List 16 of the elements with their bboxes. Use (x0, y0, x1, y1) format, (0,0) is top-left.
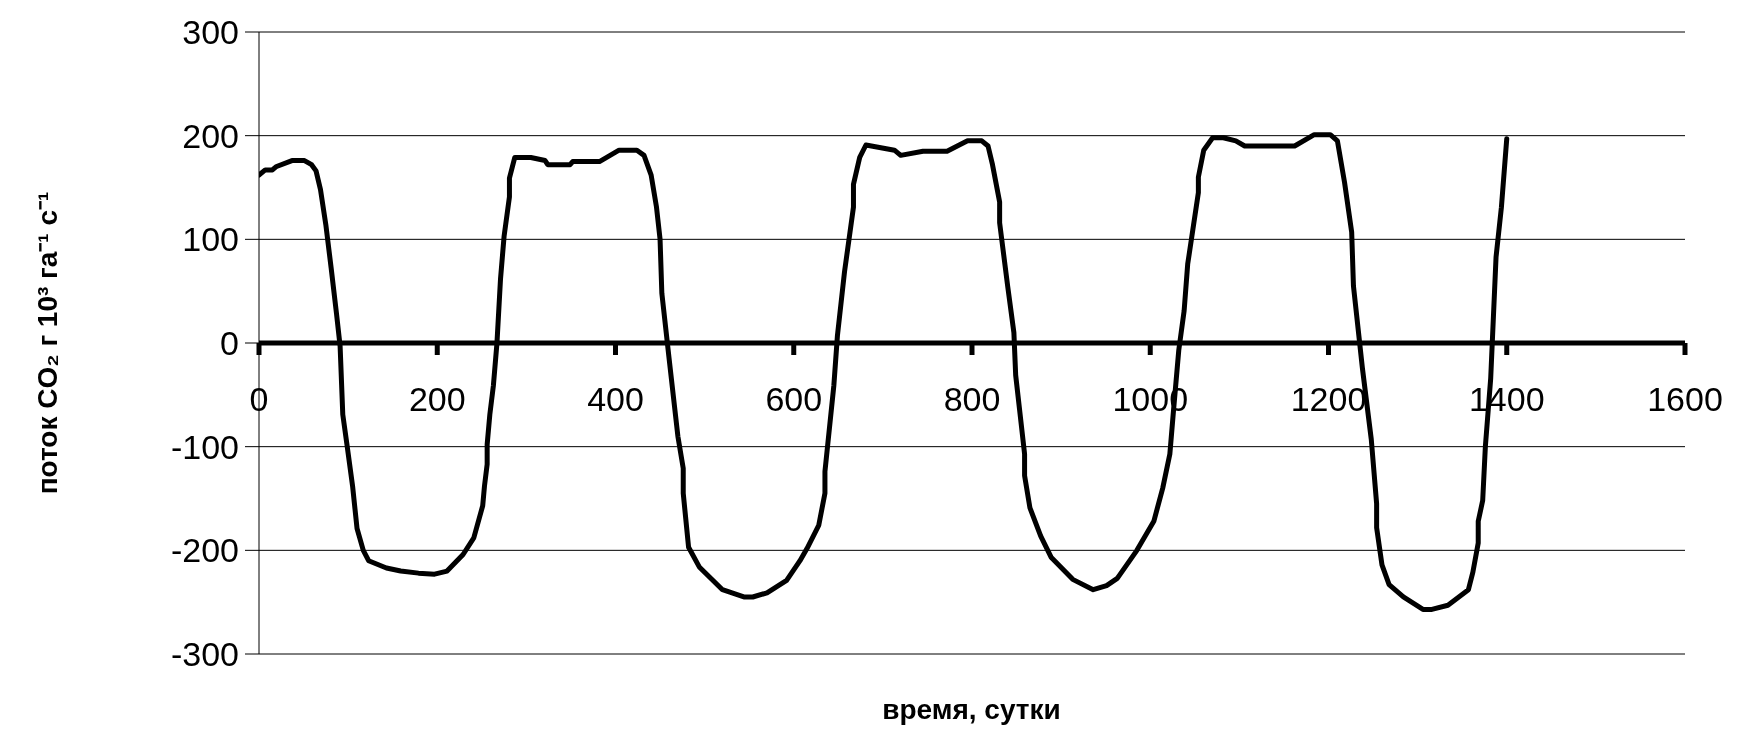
y-tick-label: -300 (170, 635, 239, 674)
x-tick-label: 1200 (1290, 380, 1367, 418)
x-axis-title: время, сутки (881, 694, 1062, 726)
y-tick-label: 200 (182, 116, 239, 155)
x-tick-label: 1600 (1647, 380, 1723, 418)
x-tick-label: 200 (408, 380, 466, 418)
y-tick-label: -100 (170, 427, 239, 466)
y-tick-label: 0 (220, 324, 239, 363)
y-tick-label: -200 (170, 531, 239, 570)
x-tick-label: 400 (587, 380, 644, 418)
y-tick-label: 300 (182, 13, 239, 52)
x-tick-label: 800 (943, 380, 1001, 418)
y-axis-title: поток CO₂ г 10³ га⁻¹ с⁻¹ (31, 191, 64, 495)
x-tick-label: 0 (249, 380, 269, 418)
y-tick-label: 100 (182, 220, 239, 259)
x-tick-label: 600 (765, 380, 823, 418)
